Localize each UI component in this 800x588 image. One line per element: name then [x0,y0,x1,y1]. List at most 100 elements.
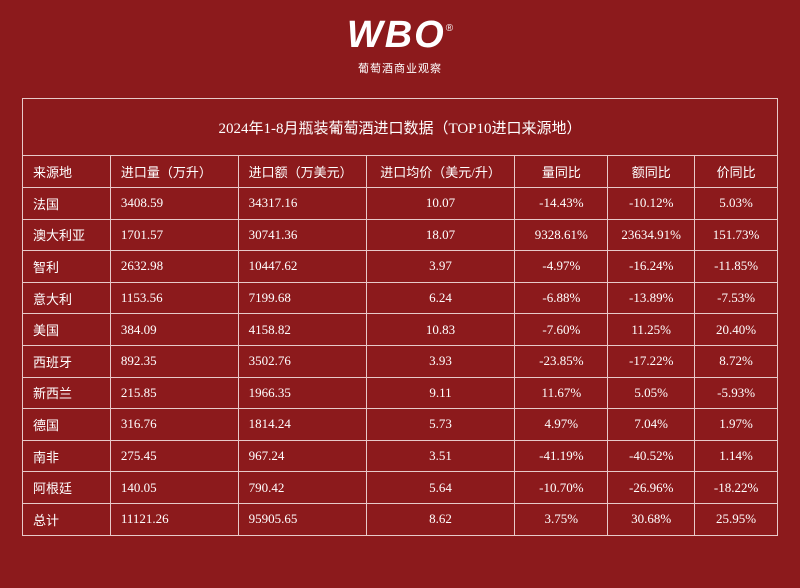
table-cell: 18.07 [365,218,516,252]
logo-row: WBO® [0,14,800,56]
table-cell: 1.97% [694,408,778,441]
table-cell: 7.04% [607,408,696,441]
table-cell: 151.73% [694,218,778,252]
table-cell: 20.40% [694,313,778,346]
table-cell: 法国 [22,187,111,220]
table-cell: 140.05 [109,471,239,504]
logo-mark: ® [445,23,454,34]
table-cell: 总计 [22,502,111,536]
table-row: 南非 275.45 967.24 3.51 -41.19% -40.52% 1.14% [22,439,778,473]
column-header: 进口量（万升） [109,155,239,188]
table-row: 智利 2632.98 10447.62 3.97 -4.97% -16.24% -11.85… [22,250,778,283]
table-cell: 3.97 [365,250,516,283]
table-cell: -23.85% [514,344,609,378]
table-cell: 南非 [22,439,111,473]
table-row: 德国 316.76 1814.24 5.73 4.97% 7.04% 1.97% [22,408,778,441]
table-cell: 5.03% [694,187,778,220]
table-row: 总计 11121.26 95905.65 8.62 3.75% 30.68% 25.95% [22,502,778,536]
table-cell: 10447.62 [237,250,367,283]
table-row: 西班牙 892.35 3502.76 3.93 -23.85% -17.22% 8.72% [22,344,778,378]
table-cell: 意大利 [22,281,111,315]
table-cell: 3.75% [514,502,609,536]
table-cell: 澳大利亚 [22,218,111,252]
table-cell: 智利 [22,250,111,283]
table-cell: 215.85 [109,376,239,410]
table-cell: 790.42 [237,471,367,504]
table-cell: 3.51 [365,439,516,473]
table-cell: -10.70% [514,471,609,504]
table-cell: 11.25% [607,313,696,346]
table-cell: -7.60% [514,313,609,346]
logo: WBO® 葡萄酒商业观察 [0,14,800,76]
table-cell: 5.05% [607,376,696,410]
table-cell: 967.24 [237,439,367,473]
table-cell: 11.67% [514,376,609,410]
table-row: 美国 384.09 4158.82 10.83 -7.60% 11.25% 20.40% [22,313,778,346]
column-header: 额同比 [607,155,696,188]
table-cell: 3408.59 [109,187,239,220]
table-cell: 30741.36 [237,218,367,252]
table-row: 澳大利亚 1701.57 30741.36 18.07 9328.61% 23634.91… [22,218,778,252]
table-cell: 316.76 [109,408,239,441]
table-cell: -11.85% [694,250,778,283]
column-header: 来源地 [22,155,111,188]
table-cell: -4.97% [514,250,609,283]
table-title: 2024年1-8月瓶装葡萄酒进口数据（TOP10进口来源地） [22,98,778,156]
table-cell: -6.88% [514,281,609,315]
table-row: 法国 3408.59 34317.16 10.07 -14.43% -10.12% 5.03… [22,187,778,220]
table-cell: -7.53% [694,281,778,315]
table-cell: 34317.16 [237,187,367,220]
table-cell: 新西兰 [22,376,111,410]
table-cell: 4158.82 [237,313,367,346]
column-header: 价同比 [694,155,778,188]
table-cell: 10.83 [365,313,516,346]
table-cell: 8.72% [694,344,778,378]
table-cell: 2632.98 [109,250,239,283]
table-body: 2024年1-8月瓶装葡萄酒进口数据（TOP10进口来源地） 来源地 进口量（万升… [22,98,778,536]
table-cell: -18.22% [694,471,778,504]
table-cell: -26.96% [607,471,696,504]
table-cell: 1966.35 [237,376,367,410]
table-cell: 95905.65 [237,502,367,536]
table-cell: -10.12% [607,187,696,220]
table-cell: 德国 [22,408,111,441]
table-cell: 5.64 [365,471,516,504]
table-cell: 275.45 [109,439,239,473]
table-cell: 5.73 [365,408,516,441]
table-cell: 8.62 [365,502,516,536]
logo-subtitle: 葡萄酒商业观察 [358,62,442,75]
table-row: 阿根廷 140.05 790.42 5.64 -10.70% -26.96% -18.22% [22,471,778,504]
table-cell: 美国 [22,313,111,346]
table-cell: 9328.61% [514,218,609,252]
table-cell: 4.97% [514,408,609,441]
table-cell: 6.24 [365,281,516,315]
table-cell: -16.24% [607,250,696,283]
table-cell: 9.11 [365,376,516,410]
table-cell: 1.14% [694,439,778,473]
logo-text: WBO [346,14,446,56]
table-cell: 892.35 [109,344,239,378]
data-table: 2024年1-8月瓶装葡萄酒进口数据（TOP10进口来源地） 来源地 进口量（万升… [22,98,778,536]
table-cell: 30.68% [607,502,696,536]
table-cell: 23634.91% [607,218,696,252]
table-cell: -5.93% [694,376,778,410]
table-cell: 3502.76 [237,344,367,378]
table-cell: 阿根廷 [22,471,111,504]
table-cell: 3.93 [365,344,516,378]
table-cell: -40.52% [607,439,696,473]
table-cell: -17.22% [607,344,696,378]
table-cell: 1814.24 [237,408,367,441]
header-row: 来源地 进口量（万升） 进口额（万美元） 进口均价（美元/升） 量同比 额同比 价同比 [22,155,778,188]
table-cell: 25.95% [694,502,778,536]
table-row: 新西兰 215.85 1966.35 9.11 11.67% 5.05% -5.93% [22,376,778,410]
table-cell: 1701.57 [109,218,239,252]
column-header: 进口额（万美元） [237,155,367,188]
title-row: 2024年1-8月瓶装葡萄酒进口数据（TOP10进口来源地） [22,98,778,156]
table-cell: -14.43% [514,187,609,220]
table-cell: 10.07 [365,187,516,220]
table-cell: 7199.68 [237,281,367,315]
table-cell: 384.09 [109,313,239,346]
table-cell: -13.89% [607,281,696,315]
column-header: 进口均价（美元/升） [365,155,516,188]
